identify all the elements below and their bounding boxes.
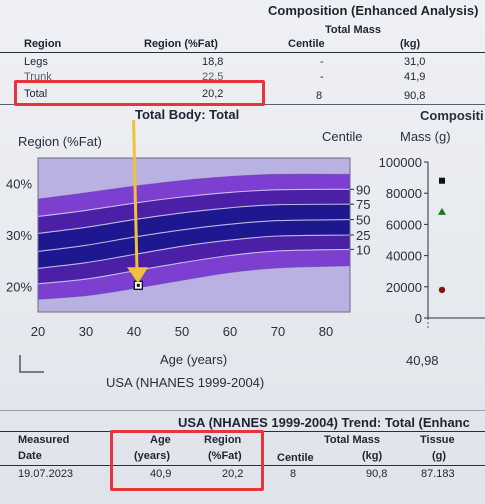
row-region: Total [24, 88, 48, 100]
mass-marker-square [439, 177, 445, 184]
header-region: Region [24, 38, 62, 50]
row-centile: - [320, 71, 324, 83]
mass-tick-label: 20000 [386, 280, 422, 295]
row-centile: - [320, 56, 324, 68]
centile-tick-label: 10 [356, 242, 370, 257]
row-pct-fat: 18,8 [202, 56, 224, 68]
highlight-age-fat [110, 430, 264, 491]
x-tick: 80 [319, 324, 333, 339]
patient-marker-dot [136, 283, 140, 287]
y-tick-label: 30% [6, 228, 32, 243]
header-age-unit: (years) [134, 450, 171, 462]
centile-curve [37, 219, 351, 252]
centile-tick-label: 25 [356, 228, 370, 243]
header-tissue: Tissue [420, 434, 455, 446]
centile-curve [37, 265, 351, 300]
x-tick: 30 [79, 324, 93, 339]
mass-tick-label: 80000 [386, 186, 422, 201]
centile-curve [37, 203, 351, 235]
table-rule [0, 465, 485, 466]
row-mass: 31,0 [404, 56, 426, 68]
centile-band [38, 249, 350, 300]
centile-curve [37, 248, 351, 285]
centile-tick-label: 50 [356, 213, 370, 228]
header-trend-centile: Centile [277, 452, 314, 464]
centile-tick-label: 75 [356, 197, 370, 212]
trend-pct-fat: 20,2 [222, 468, 244, 480]
mass-tick-label: 60000 [386, 217, 422, 232]
row-centile: 8 [316, 90, 323, 102]
row-pct-fat: 20,2 [202, 88, 224, 100]
annotation-arrow-head [127, 267, 148, 284]
trend-age: 40,9 [150, 468, 172, 480]
centile-band [38, 235, 350, 284]
header-date: Date [18, 450, 42, 462]
trend-date: 19.07.2023 [18, 468, 74, 480]
y-axis-label: Region (%Fat) [18, 134, 102, 149]
x-tick: 60 [223, 324, 237, 339]
x-tick-label: 60 [223, 324, 237, 339]
centile-axis-label: Centile [322, 129, 363, 144]
row-region: Legs [24, 56, 48, 68]
header-centile: Centile [288, 38, 325, 50]
centile-curve [37, 173, 351, 200]
header-region-pct-fat: Region (%Fat) [144, 38, 218, 50]
mass-marker-circle [438, 286, 446, 294]
row-mass: 41,9 [404, 71, 426, 83]
composition-chart-title: Compositi [420, 108, 484, 123]
x-tick-label: 80 [319, 324, 333, 339]
highlight-total-row [14, 80, 265, 106]
header-total-mass: Total Mass [325, 24, 382, 36]
header-trend-region-unit: (%Fat) [208, 450, 242, 462]
header-trend-mass-unit: (kg) [362, 450, 383, 462]
trend-centile: 8 [290, 468, 297, 480]
mass-tick-label: 0 [415, 311, 422, 326]
trend-title: USA (NHANES 1999-2004) Trend: Total (Enh… [178, 415, 470, 430]
x-tick-label: 20 [31, 324, 45, 339]
y-tick-label: 20% [6, 279, 32, 294]
annotation-arrow [132, 120, 139, 272]
centile-tick-label: 90 [356, 182, 370, 197]
x-axis-label: Age (years) [160, 352, 228, 367]
composition-title: Composition (Enhanced Analysis) [268, 3, 479, 18]
trend-mass: 90,8 [366, 468, 388, 480]
x-tick-label: 40 [127, 324, 141, 339]
table-rule [0, 52, 485, 53]
header-trend-mass: Total Mass [324, 434, 381, 446]
x-tick: 40 [127, 324, 141, 339]
centile-curve [37, 188, 351, 218]
mass-marker-triangle [438, 207, 446, 215]
row-mass: 90,8 [404, 90, 426, 102]
mass-tick-label: 100000 [379, 155, 422, 170]
y-tick-label: 40% [6, 177, 32, 192]
reference-label: USA (NHANES 1999-2004) [106, 375, 265, 390]
mass-axis-label: Mass (g) [400, 129, 451, 144]
trend-tissue: 87.183 [421, 468, 455, 480]
chart-title: Total Body: Total [135, 107, 240, 122]
header-age: Age [150, 434, 171, 446]
corner-mark [19, 355, 44, 373]
x-tick: 20 [31, 324, 45, 339]
table-rule [0, 410, 485, 411]
mass-tick-label: 40000 [386, 249, 422, 264]
header-total-mass-unit: (kg) [400, 38, 421, 50]
header-tissue-unit: (g) [432, 450, 447, 462]
x-tick: 70 [271, 324, 285, 339]
header-measured: Measured [18, 434, 70, 446]
centile-band [38, 219, 350, 269]
x-tick-label: 70 [271, 324, 285, 339]
x-tick-label: 50 [175, 324, 189, 339]
composition-x-value: 40,98 [406, 353, 439, 368]
header-trend-region: Region [204, 434, 242, 446]
x-tick: 50 [175, 324, 189, 339]
x-tick-label: 30 [79, 324, 93, 339]
centile-curve [37, 234, 351, 269]
